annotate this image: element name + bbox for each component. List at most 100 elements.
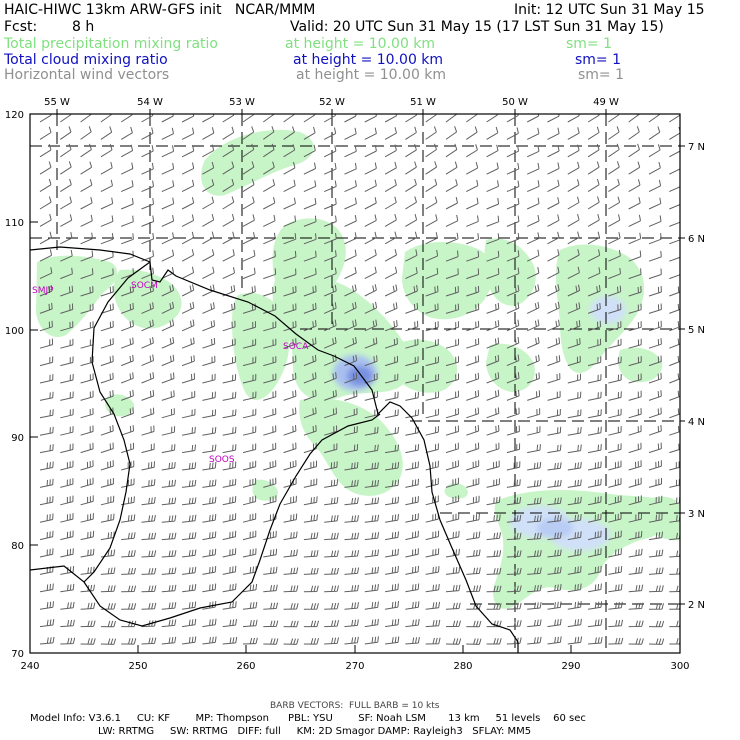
wind-barb (648, 285, 662, 297)
wind-barb (242, 478, 257, 488)
wind-barb (283, 303, 297, 314)
wind-barb (161, 408, 175, 419)
wind-barb (445, 114, 457, 123)
y-tick-label: 70 (11, 649, 24, 660)
wind-barb (161, 114, 174, 123)
wind-barb (506, 443, 521, 454)
wind-barb (608, 408, 622, 419)
wind-barb (384, 355, 399, 367)
wind-barb (39, 548, 54, 558)
wind-barb (405, 548, 419, 558)
wind-barb (628, 179, 641, 193)
wind-barb (567, 114, 580, 123)
wind-barb (527, 602, 542, 610)
wind-barb (60, 178, 72, 193)
wind-barb (527, 479, 542, 488)
wind-barb (141, 337, 154, 349)
wind-barb (364, 601, 379, 610)
wind-barb (60, 408, 74, 419)
wind-barb (283, 549, 298, 558)
wind-barb (324, 532, 339, 541)
wind-barb (567, 338, 581, 349)
wind-barb (547, 301, 560, 314)
wind-barb (466, 372, 480, 384)
wind-barb (60, 566, 75, 575)
wind-barb (526, 145, 540, 158)
wind-barb (161, 636, 177, 645)
wind-barb (588, 637, 603, 645)
wind-barb (344, 284, 357, 297)
wind-barb (39, 391, 54, 401)
wind-barb (303, 550, 319, 558)
wind-barb (425, 126, 437, 140)
wind-barb (445, 442, 459, 454)
wind-barb (60, 267, 73, 280)
wind-barb (80, 602, 96, 610)
wind-barb (263, 268, 277, 280)
wind-barb (100, 320, 114, 332)
wind-barb (141, 497, 156, 506)
wind-barb (405, 161, 417, 175)
wind-barb (466, 285, 480, 297)
wind-barb (161, 197, 175, 210)
wind-barb (608, 548, 622, 558)
wind-barb (547, 231, 560, 245)
wind-barb (628, 338, 642, 349)
wind-barb (608, 460, 622, 471)
wind-barb (121, 389, 134, 401)
wind-barb (242, 267, 256, 280)
wind-barb (60, 114, 72, 123)
wind-barb (526, 180, 540, 193)
wind-barb (303, 478, 318, 488)
wind-barb (669, 144, 680, 158)
wind-barb (242, 601, 258, 610)
wind-barb (648, 268, 662, 280)
wind-barb (466, 144, 478, 158)
wind-barb (161, 444, 176, 454)
wind-barb (506, 232, 520, 245)
wind-barb (344, 127, 357, 140)
wind-barb (39, 478, 54, 488)
wind-barb (364, 584, 379, 593)
wind-barb (324, 567, 339, 575)
wind-barb (486, 285, 500, 297)
wind-barb (121, 302, 134, 314)
wind-barb (323, 127, 337, 140)
wind-barb (303, 337, 317, 349)
lat-label: 2 N (688, 600, 705, 611)
wind-barb (100, 355, 114, 367)
wind-barb (39, 196, 52, 210)
lon-label: 49 W (593, 97, 619, 108)
wind-barb (39, 601, 54, 610)
wind-barb (80, 495, 94, 506)
wind-barb (425, 114, 437, 123)
wind-barb (526, 284, 540, 297)
wind-barb (344, 114, 357, 123)
axis-ticks (29, 109, 685, 654)
wind-barb (526, 319, 540, 332)
wind-barb (669, 550, 680, 558)
wind-barb (100, 268, 114, 280)
wind-barb (506, 514, 522, 523)
wind-barb (486, 389, 500, 401)
wind-barb (628, 460, 642, 471)
wind-barb (344, 232, 357, 245)
y-tick-label: 90 (11, 433, 24, 444)
wind-barb (648, 478, 662, 488)
wind-barb (486, 198, 500, 210)
wind-barb (506, 215, 520, 227)
wind-barb (303, 162, 317, 175)
wind-barb (608, 321, 622, 332)
wind-barb (141, 215, 155, 227)
wind-barb (527, 354, 540, 367)
wind-barb (608, 285, 622, 297)
wind-barb (344, 515, 359, 523)
wind-barb (547, 249, 560, 262)
wind-barb (587, 338, 602, 349)
wind-barb (344, 197, 357, 210)
wind-barb (425, 460, 439, 471)
wind-barb (506, 425, 520, 436)
wind-barb (80, 460, 94, 471)
wind-barb (80, 126, 92, 140)
wind-barb (425, 566, 440, 575)
